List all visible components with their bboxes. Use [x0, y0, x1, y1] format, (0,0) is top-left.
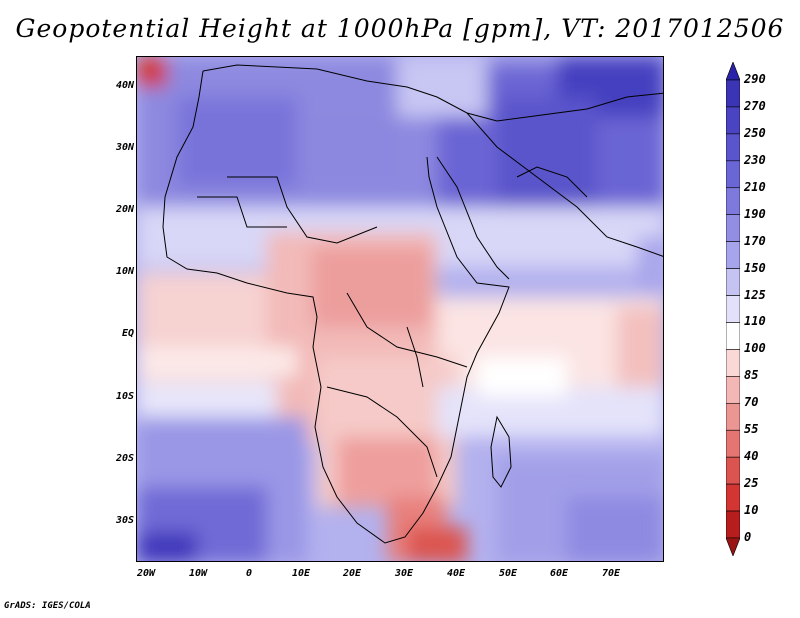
colorbar-label: 40 — [744, 449, 759, 464]
x-tick-label: 50E — [498, 568, 518, 579]
colorbar-cell — [726, 510, 740, 539]
colorbar-cell — [726, 268, 740, 296]
colorbar-cell — [726, 214, 740, 242]
colorbar-cell — [726, 79, 740, 108]
colorbar-cell — [726, 62, 740, 81]
x-tick-label: 40E — [446, 568, 466, 579]
colorbar-cell — [726, 322, 740, 350]
x-tick-label: 10W — [188, 568, 208, 579]
colorbar-cell — [726, 187, 740, 216]
y-tick-label: 10S — [115, 391, 134, 402]
colorbar-cell — [726, 241, 740, 269]
colorbar-cell — [726, 429, 740, 458]
geopotential-map — [137, 57, 663, 561]
y-tick-label: 30N — [115, 142, 134, 153]
colorbar-label: 70 — [744, 395, 759, 410]
colorbar-cell — [726, 160, 740, 189]
colorbar-cell — [726, 483, 740, 512]
colorbar-label: 110 — [744, 314, 766, 329]
colorbar-label: 250 — [744, 125, 766, 140]
x-tick-label: 60E — [549, 568, 569, 579]
colorbar-cell — [726, 402, 740, 431]
colorbar-label: 25 — [744, 476, 759, 491]
colorbar-label: 290 — [744, 72, 766, 86]
colorbar-label: 125 — [744, 287, 766, 302]
colorbar-cell — [726, 456, 740, 485]
colorbar-label: 150 — [744, 260, 766, 275]
colorbar-label: 190 — [744, 206, 766, 221]
colorbar-label: 55 — [744, 422, 759, 437]
map-title: Geopotential Height at 1000hPa [gpm], VT… — [15, 14, 785, 43]
coastlines — [162, 64, 663, 544]
y-tick-label: 20N — [115, 204, 134, 215]
colorbar — [726, 62, 740, 556]
x-tick-label: 70E — [601, 568, 621, 579]
map-plot-area — [136, 56, 664, 562]
colorbar-label: 270 — [744, 98, 766, 113]
x-tick-label: 30E — [394, 568, 414, 579]
y-tick-label: 30S — [115, 515, 134, 526]
colorbar-cell — [726, 295, 740, 323]
colorbar-cell — [726, 106, 740, 135]
colorbar-cell — [726, 133, 740, 162]
colorbar-label: 0 — [744, 530, 752, 544]
colorbar-cell — [726, 376, 740, 404]
x-tick-label: 20E — [342, 568, 362, 579]
x-tick-label: 10E — [291, 568, 311, 579]
colorbar-label: 230 — [744, 152, 766, 167]
x-tick-label: 0 — [245, 568, 253, 579]
y-tick-label: 10N — [115, 266, 134, 277]
y-tick-label: EQ — [121, 328, 134, 339]
x-tick-label: 20W — [136, 568, 156, 579]
y-tick-label: 20S — [115, 453, 134, 464]
y-tick-label: 40N — [115, 80, 134, 91]
colorbar-label: 85 — [744, 368, 759, 383]
colorbar-label: 170 — [744, 233, 766, 248]
colorbar-cell — [726, 537, 740, 556]
height-field — [137, 57, 663, 561]
colorbar-label: 210 — [744, 179, 766, 194]
colorbar-label: 100 — [744, 341, 766, 356]
colorbar-cell — [726, 349, 740, 377]
colorbar-label: 10 — [744, 503, 759, 518]
grads-credit: GrADS: IGES/COLA — [4, 601, 91, 611]
